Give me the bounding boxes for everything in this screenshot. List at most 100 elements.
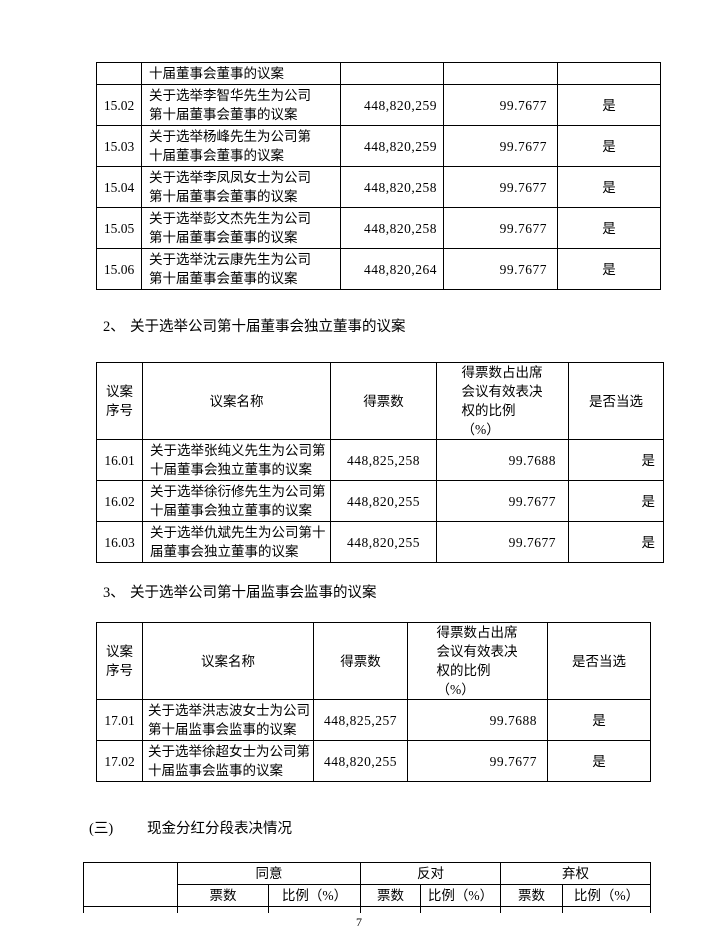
proposal-name-cell: 关于选举李智华先生为公司第十届董事会董事的议案	[141, 84, 341, 126]
against-pct-header-cell: 比例（%）	[420, 884, 501, 907]
elected-header-cell: 是否当选	[547, 622, 651, 700]
table-row: 15.02 关于选举李智华先生为公司第十届董事会董事的议案 448,820,25…	[96, 84, 661, 126]
proposal-seq-cell: 15.03	[96, 125, 142, 167]
name-header-cell: 议案名称	[142, 362, 331, 440]
votes-cell: 448,820,259	[340, 84, 444, 126]
seq-header-cell: 议案序号	[96, 362, 143, 440]
pct-cell: 99.7688	[407, 699, 548, 741]
votes-cell	[340, 62, 444, 85]
pct-header-cell: 得票数占出席会议有效表决权的比例（%）	[436, 362, 569, 440]
elected-cell: 是	[557, 125, 661, 167]
elected-cell: 是	[568, 521, 664, 563]
empty-cell	[360, 906, 421, 913]
votes-cell: 448,820,258	[340, 207, 444, 249]
votes-cell: 448,820,258	[340, 166, 444, 208]
elected-cell: 是	[557, 166, 661, 208]
pct-cell: 99.7677	[443, 207, 558, 249]
elected-cell: 是	[557, 207, 661, 249]
proposal-name-cell: 关于选举沈云康先生为公司第十届董事会董事的议案	[141, 248, 341, 290]
pct-cell: 99.7677	[443, 84, 558, 126]
proposal-seq-cell: 15.02	[96, 84, 142, 126]
proposal-name-cell: 十届董事会董事的议案	[141, 62, 341, 85]
cash-dividend-vote-table: 同意 反对 弃权 票数 比例（%） 票数 比例（%） 票数 比例（%）	[83, 862, 651, 913]
votes-header-cell: 得票数	[313, 622, 408, 700]
against-votes-header-cell: 票数	[360, 884, 421, 907]
against-group-header-cell: 反对	[360, 862, 501, 885]
proposal-name-cell: 关于选举仇斌先生为公司第十届董事会独立董事的议案	[142, 521, 331, 563]
pct-cell: 99.7688	[436, 439, 569, 481]
section-heading-supervisors: 3、 关于选举公司第十届监事会监事的议案	[103, 584, 377, 602]
empty-cell	[83, 906, 178, 913]
pct-cell: 99.7677	[443, 166, 558, 208]
elected-cell	[557, 62, 661, 85]
proposal-seq-cell	[96, 62, 142, 85]
votes-cell: 448,820,255	[313, 740, 408, 782]
proposal-seq-cell: 16.03	[96, 521, 143, 563]
section-heading-cash-dividend: (三) 现金分红分段表决情况	[89, 820, 292, 838]
table-subheader-row: 票数 比例（%） 票数 比例（%） 票数 比例（%）	[84, 884, 651, 907]
table-row: 15.06 关于选举沈云康先生为公司第十届董事会董事的议案 448,820,26…	[96, 248, 661, 290]
proposal-seq-cell: 17.02	[96, 740, 143, 782]
proposal-name-cell: 关于选举杨峰先生为公司第十届董事会董事的议案	[141, 125, 341, 167]
section-number: 2、	[103, 319, 125, 335]
pct-cell: 99.7677	[436, 480, 569, 522]
independent-directors-vote-table: 议案序号 议案名称 得票数 得票数占出席会议有效表决权的比例（%） 是否当选 1…	[96, 362, 664, 563]
proposal-seq-cell: 15.06	[96, 248, 142, 290]
section-title: 关于选举公司第十届监事会监事的议案	[130, 585, 377, 601]
elected-header-cell: 是否当选	[568, 362, 664, 440]
pct-header-cell: 得票数占出席会议有效表决权的比例（%）	[407, 622, 548, 700]
proposal-name-cell: 关于选举洪志波女士为公司第十届监事会监事的议案	[142, 699, 314, 741]
votes-cell: 448,820,255	[330, 480, 437, 522]
proposal-seq-cell: 15.04	[96, 166, 142, 208]
section-title: 现金分红分段表决情况	[147, 821, 292, 837]
section-number: 3、	[103, 585, 125, 601]
row-label-header-cell	[83, 862, 178, 907]
name-header-cell: 议案名称	[142, 622, 314, 700]
proposal-seq-cell: 15.05	[96, 207, 142, 249]
votes-cell: 448,820,255	[330, 521, 437, 563]
elected-cell: 是	[568, 480, 664, 522]
table-row: 17.02 关于选举徐超女士为公司第十届监事会监事的议案 448,820,255…	[96, 740, 651, 782]
empty-cell	[500, 906, 563, 913]
table-row: 15.05 关于选举彭文杰先生为公司第十届董事会董事的议案 448,820,25…	[96, 207, 661, 249]
proposal-name-cell: 关于选举张纯义先生为公司第十届董事会独立董事的议案	[142, 439, 331, 481]
elected-cell: 是	[557, 84, 661, 126]
clipped-table-row	[83, 906, 651, 913]
proposal-name-cell: 关于选举李凤凤女士为公司第十届董事会董事的议案	[141, 166, 341, 208]
agree-votes-header-cell: 票数	[177, 884, 269, 907]
votes-cell: 448,820,259	[340, 125, 444, 167]
pct-cell: 99.7677	[443, 125, 558, 167]
empty-cell	[420, 906, 501, 913]
pct-cell	[443, 62, 558, 85]
votes-cell: 448,825,258	[330, 439, 437, 481]
proposal-seq-cell: 16.02	[96, 480, 143, 522]
proposal-seq-cell: 17.01	[96, 699, 143, 741]
agree-group-header-cell: 同意	[177, 862, 361, 885]
empty-cell	[177, 906, 269, 913]
agree-pct-header-cell: 比例（%）	[268, 884, 361, 907]
votes-cell: 448,825,257	[313, 699, 408, 741]
table-row: 15.03 关于选举杨峰先生为公司第十届董事会董事的议案 448,820,259…	[96, 125, 661, 167]
elected-cell: 是	[568, 439, 664, 481]
table-row: 15.04 关于选举李凤凤女士为公司第十届董事会董事的议案 448,820,25…	[96, 166, 661, 208]
elected-cell: 是	[547, 740, 651, 782]
table-row: 16.03 关于选举仇斌先生为公司第十届董事会独立董事的议案 448,820,2…	[96, 521, 664, 563]
pct-cell: 99.7677	[407, 740, 548, 782]
elected-cell: 是	[547, 699, 651, 741]
elected-cell: 是	[557, 248, 661, 290]
section-number: (三)	[89, 821, 114, 837]
abstain-votes-header-cell: 票数	[500, 884, 563, 907]
proposal-name-cell: 关于选举彭文杰先生为公司第十届董事会董事的议案	[141, 207, 341, 249]
cash-dividend-table-clip: 同意 反对 弃权 票数 比例（%） 票数 比例（%） 票数 比例（%）	[83, 862, 651, 913]
table-header-row: 议案序号 议案名称 得票数 得票数占出席会议有效表决权的比例（%） 是否当选	[96, 362, 664, 440]
table-row: 17.01 关于选举洪志波女士为公司第十届监事会监事的议案 448,825,25…	[96, 699, 651, 741]
section-title: 关于选举公司第十届董事会独立董事的议案	[130, 319, 406, 335]
proposal-seq-cell: 16.01	[96, 439, 143, 481]
votes-header-cell: 得票数	[330, 362, 437, 440]
votes-cell: 448,820,264	[340, 248, 444, 290]
abstain-group-header-cell: 弃权	[500, 862, 651, 885]
seq-header-cell: 议案序号	[96, 622, 143, 700]
table-row: 16.02 关于选举徐衍修先生为公司第十届董事会独立董事的议案 448,820,…	[96, 480, 664, 522]
table-header-row: 议案序号 议案名称 得票数 得票数占出席会议有效表决权的比例（%） 是否当选	[96, 622, 651, 700]
